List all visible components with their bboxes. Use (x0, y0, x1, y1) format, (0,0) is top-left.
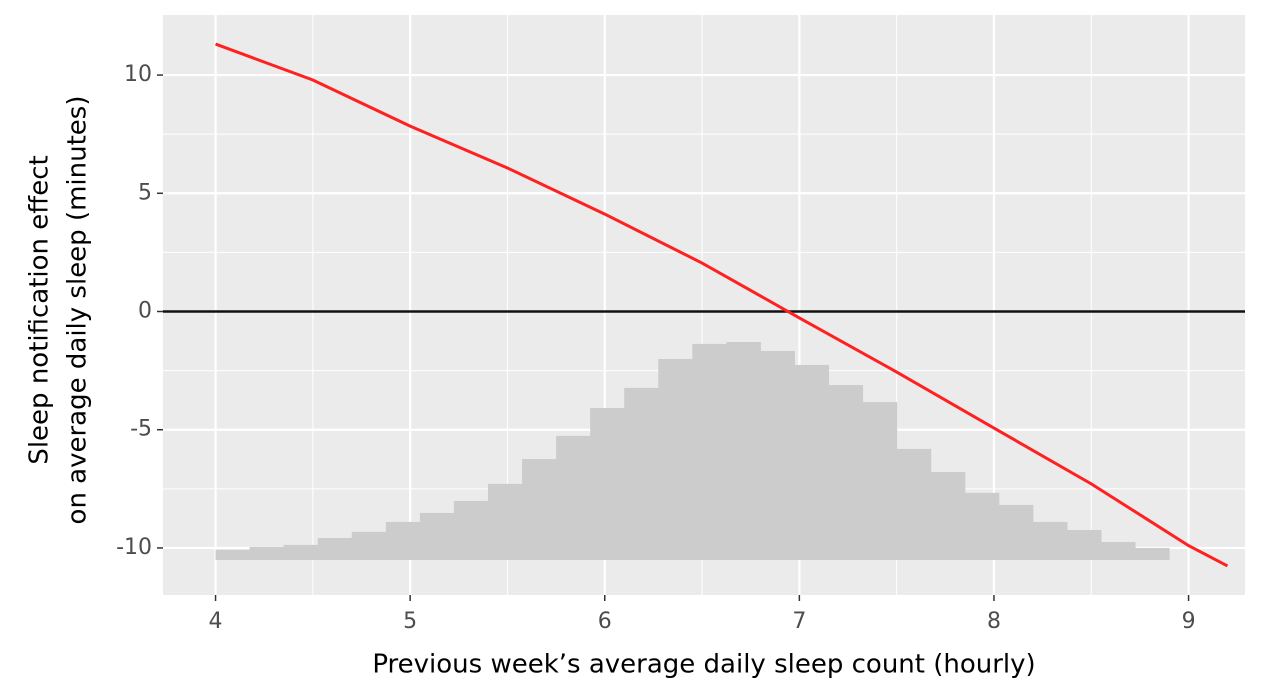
effect-line (215, 42, 1229, 568)
histogram-bar (317, 538, 353, 561)
histogram-bar (522, 459, 557, 561)
x-tick-label: 8 (987, 609, 1001, 634)
histogram-bar (1032, 521, 1068, 561)
x-tick-label: 4 (209, 609, 223, 634)
histogram-bar (590, 407, 625, 561)
histogram-bar (351, 531, 387, 561)
histogram-bar (385, 521, 421, 561)
histogram-bar (828, 385, 864, 561)
histogram-bar (862, 402, 898, 561)
histogram-bar (1100, 542, 1136, 561)
histogram-bar (419, 512, 455, 561)
histogram-bar (760, 350, 795, 561)
x-tick-label: 6 (598, 609, 612, 634)
y-axis-title: on average daily sleep (minutes) (63, 96, 93, 525)
y-tick-label: -10 (116, 535, 152, 560)
histogram-bar (453, 500, 489, 561)
x-tick-label: 9 (1182, 609, 1196, 634)
histogram-bar (692, 343, 727, 561)
histogram-bar (624, 387, 659, 561)
y-tick-label: -5 (130, 417, 152, 442)
histogram-bar (215, 549, 251, 561)
y-tick-label: 0 (138, 299, 152, 324)
histogram-bar (998, 504, 1034, 561)
y-axis-title: Sleep notification effect (25, 155, 55, 464)
y-tick-label: 5 (138, 180, 152, 205)
x-tick-label: 7 (792, 609, 806, 634)
histogram-bar (794, 364, 830, 561)
x-axis-title: Previous week’s average daily sleep coun… (372, 650, 1035, 680)
histogram-bar (1066, 529, 1102, 561)
histogram-bar (1135, 547, 1170, 561)
histogram-bar (726, 342, 761, 561)
histogram-bar (896, 448, 932, 561)
histogram-bar (249, 547, 285, 561)
histogram-bar (556, 435, 591, 561)
histogram-bar (658, 359, 693, 561)
y-tick-label: 10 (124, 62, 152, 87)
histogram-bar (283, 544, 319, 561)
histogram-bar (487, 483, 523, 561)
histogram-bar (930, 472, 966, 561)
histogram-bar (964, 492, 1000, 561)
x-tick-label: 5 (403, 609, 417, 634)
